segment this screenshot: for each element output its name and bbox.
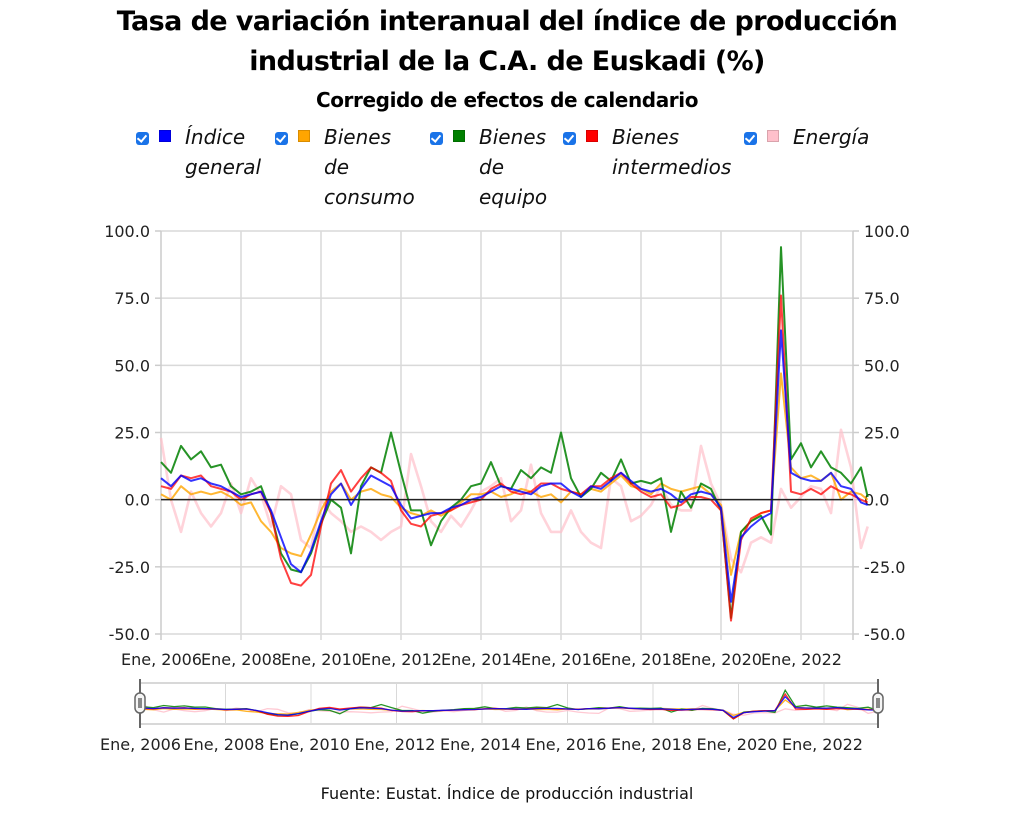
- legend-item-indice-general[interactable]: Índice general: [136, 122, 261, 182]
- series-line-energ-a: [159, 428, 869, 574]
- legend: Índice general Bienes de consumo Bienes …: [136, 122, 896, 212]
- legend-label-line: intermedios: [612, 155, 732, 179]
- x-tick-label: Ene, 2018: [601, 650, 682, 669]
- y-tick-label-left: 0.0: [125, 491, 150, 510]
- chart-subtitle: Corregido de efectos de calendario: [315, 88, 699, 112]
- navigator-handle-grip-icon: [138, 698, 142, 708]
- y-tick-label-left: 100.0: [104, 222, 150, 241]
- legend-label-line: Energía: [793, 125, 870, 149]
- legend-label: Energía: [793, 122, 869, 152]
- chart-title-line-1: Tasa de variación interanual del índice …: [116, 6, 898, 37]
- y-tick-label-left: 50.0: [114, 356, 150, 375]
- series-line-bienes-intermedios: [160, 294, 869, 622]
- x-tick-label: Ene, 2010: [281, 650, 362, 669]
- legend-label-line: equipo: [479, 185, 548, 209]
- navigator-x-tick-label: Ene, 2008: [184, 735, 265, 754]
- legend-item-energia[interactable]: Energía: [744, 122, 869, 152]
- x-tick-label: Ene, 2008: [201, 650, 282, 669]
- x-tick-label: Ene, 2020: [681, 650, 762, 669]
- legend-item-bienes-consumo[interactable]: Bienes de consumo: [275, 122, 415, 212]
- legend-label-line: Bienes: [479, 125, 546, 149]
- navigator-x-tick-label: Ene, 2010: [269, 735, 350, 754]
- x-tick-label: Ene, 2022: [761, 650, 842, 669]
- legend-label-line: consumo: [324, 185, 415, 209]
- y-axis-right: 100.0 75.0 50.0 25.0 0.0 -25.0 -50.0: [852, 222, 910, 644]
- navigator-series-line: [142, 699, 876, 717]
- navigator-series-line: [142, 695, 876, 719]
- navigator-x-tick-label: Ene, 2020: [697, 735, 778, 754]
- x-tick-label: Ene, 2016: [521, 650, 602, 669]
- legend-label: Bienes de consumo: [324, 122, 415, 212]
- navigator-x-tick-label: Ene, 2022: [782, 735, 863, 754]
- y-tick-label-left: 25.0: [114, 424, 150, 443]
- checkbox-checked-icon[interactable]: [744, 132, 757, 145]
- x-tick-label: Ene, 2012: [361, 650, 442, 669]
- navigator-series-line: [142, 692, 876, 720]
- legend-label-line: Bienes: [324, 125, 391, 149]
- navigator-left-handle[interactable]: [134, 692, 146, 714]
- legend-label-line: de: [479, 155, 504, 179]
- legend-swatch: [453, 130, 465, 142]
- y-tick-label-right: -50.0: [864, 625, 905, 644]
- checkbox-checked-icon[interactable]: [136, 132, 149, 145]
- y-axis-left: 100.0 75.0 50.0 25.0 0.0 -25.0 -50.0: [104, 222, 162, 644]
- chart-title-line-2: industrial de la C.A. de Euskadi (%): [249, 46, 765, 77]
- navigator-handle-grip-icon: [876, 698, 880, 708]
- x-tick-label: Ene, 2014: [441, 650, 522, 669]
- legend-label-line: de: [324, 155, 349, 179]
- legend-swatch: [767, 130, 779, 142]
- navigator-x-tick-label: Ene, 2014: [440, 735, 521, 754]
- navigator-x-tick-label: Ene, 2006: [100, 735, 181, 754]
- y-tick-label-right: 50.0: [864, 356, 900, 375]
- gridlines: [161, 230, 853, 640]
- legend-swatch: [298, 130, 310, 142]
- navigator-series-line: [142, 703, 876, 716]
- legend-swatch: [159, 130, 171, 142]
- legend-label: Índice general: [185, 122, 261, 182]
- y-tick-label-right: 75.0: [864, 289, 900, 308]
- legend-label-line: Bienes: [612, 125, 679, 149]
- series-line-bienes-de-equipo: [160, 246, 869, 619]
- legend-item-bienes-equipo[interactable]: Bienes de equipo: [430, 122, 547, 212]
- series-line-bienes-de-consumo: [160, 372, 869, 576]
- navigator-series-line: [142, 688, 876, 720]
- x-axis: Ene, 2006 Ene, 2008 Ene, 2010 Ene, 2012 Ene,…: [121, 650, 842, 669]
- legend-label: Bienes de equipo: [479, 122, 547, 212]
- checkbox-checked-icon[interactable]: [563, 132, 576, 145]
- series-lines: [159, 246, 869, 622]
- y-tick-label-left: 75.0: [114, 289, 150, 308]
- y-tick-label-left: -25.0: [109, 558, 150, 577]
- series-line--ndice-general: [160, 329, 869, 603]
- navigator-x-tick-label: Ene, 2016: [526, 735, 607, 754]
- y-tick-label-right: 0.0: [864, 491, 889, 510]
- y-tick-label-right: -25.0: [864, 558, 905, 577]
- legend-item-bienes-intermedios[interactable]: Bienes intermedios: [563, 122, 731, 182]
- navigator-x-tick-label: Ene, 2012: [355, 735, 436, 754]
- legend-label-line: general: [185, 155, 262, 179]
- y-tick-label-right: 25.0: [864, 424, 900, 443]
- legend-label: Bienes intermedios: [612, 122, 731, 182]
- x-tick-label: Ene, 2006: [121, 650, 202, 669]
- range-navigator[interactable]: Ene, 2006 Ene, 2008 Ene, 2010 Ene, 2012 Ene,…: [100, 679, 884, 754]
- legend-label-line: Índice: [185, 125, 246, 149]
- navigator-x-tick-label: Ene, 2018: [611, 735, 692, 754]
- navigator-right-handle[interactable]: [872, 692, 884, 714]
- legend-swatch: [586, 130, 598, 142]
- y-tick-label-right: 100.0: [864, 222, 910, 241]
- y-tick-label-left: -50.0: [109, 625, 150, 644]
- checkbox-checked-icon[interactable]: [275, 132, 288, 145]
- source-note: Fuente: Eustat. Índice de producción ind…: [320, 784, 694, 803]
- checkbox-checked-icon[interactable]: [430, 132, 443, 145]
